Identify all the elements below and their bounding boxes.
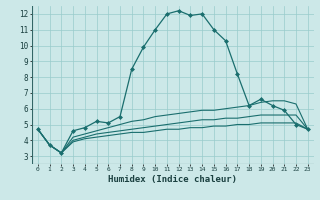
X-axis label: Humidex (Indice chaleur): Humidex (Indice chaleur) (108, 175, 237, 184)
